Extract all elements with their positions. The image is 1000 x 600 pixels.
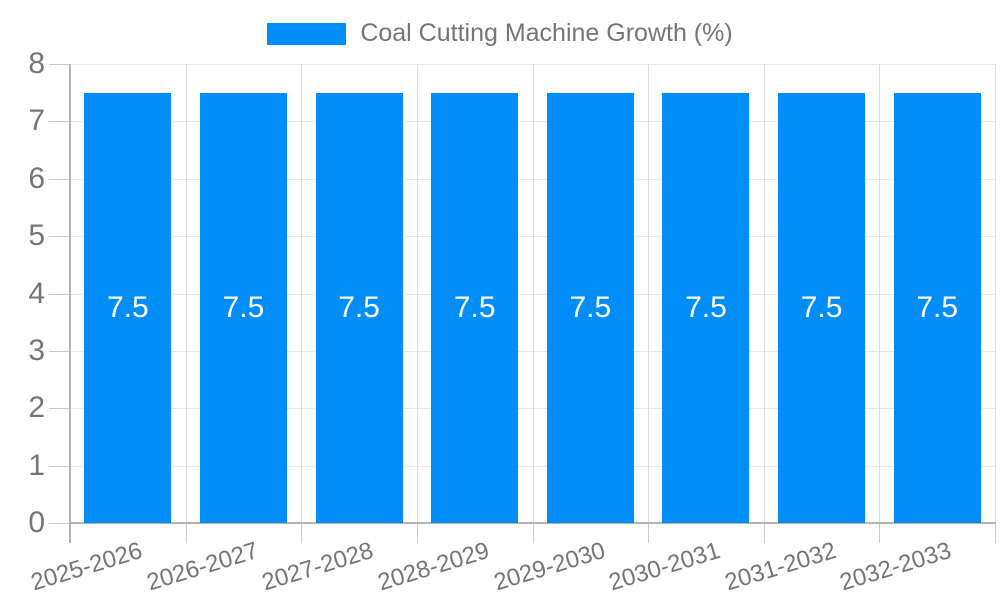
y-axis-label: 1 xyxy=(28,448,45,482)
bar-2026-2027[interactable] xyxy=(199,92,287,523)
bar-value-label: 7.5 xyxy=(916,290,959,324)
y-axis-tick xyxy=(49,465,70,467)
bar-2025-2026[interactable] xyxy=(84,92,172,523)
x-axis-label: 2030-2031 xyxy=(605,537,724,597)
bar-value-label: 7.5 xyxy=(338,290,380,324)
bar-value-label: 7.5 xyxy=(569,290,612,324)
y-axis-tick xyxy=(49,236,70,238)
y-axis-label: 4 xyxy=(28,276,45,310)
v-gridline xyxy=(301,64,303,523)
y-axis-label: 6 xyxy=(28,161,45,195)
legend-swatch-icon xyxy=(267,22,347,45)
y-axis-tick xyxy=(49,121,70,123)
x-axis-label: 2027-2028 xyxy=(259,537,377,597)
x-axis-tick xyxy=(879,523,881,543)
x-axis-tick xyxy=(648,523,650,543)
y-axis-tick xyxy=(49,350,70,352)
v-gridline xyxy=(185,64,187,523)
y-axis-tick xyxy=(49,293,70,295)
x-axis-tick xyxy=(416,523,418,543)
x-axis-tick xyxy=(763,523,765,543)
v-gridline xyxy=(532,64,534,523)
bar-2032-2033[interactable] xyxy=(893,92,981,523)
v-gridline xyxy=(416,64,418,523)
bar-value-label: 7.5 xyxy=(106,290,149,324)
x-axis-line xyxy=(69,522,996,524)
y-axis-label: 3 xyxy=(28,333,45,367)
y-axis-label: 8 xyxy=(28,47,45,80)
x-axis-label: 2025-2026 xyxy=(27,537,146,597)
y-axis-label: 0 xyxy=(28,506,45,539)
x-axis-label: 2031-2032 xyxy=(721,537,840,597)
x-axis-tick xyxy=(185,523,187,543)
y-axis-label: 7 xyxy=(28,104,45,138)
bar-value-label: 7.5 xyxy=(685,290,727,324)
x-axis-tick xyxy=(301,523,303,543)
y-axis-label: 5 xyxy=(28,219,45,253)
x-axis-label: 2029-2030 xyxy=(490,537,608,597)
legend-label: Coal Cutting Machine Growth (%) xyxy=(360,19,733,47)
v-gridline xyxy=(879,64,881,523)
x-axis-label: 2028-2029 xyxy=(374,537,493,597)
x-axis-label: 2032-2033 xyxy=(837,537,955,597)
y-axis-tick xyxy=(49,523,70,524)
y-axis-label: 2 xyxy=(28,391,45,425)
bar-value-label: 7.5 xyxy=(800,290,843,324)
x-axis-label: 2026-2027 xyxy=(143,537,262,597)
bar-2029-2030[interactable] xyxy=(546,92,634,523)
v-gridline xyxy=(648,64,650,523)
bar-2027-2028[interactable] xyxy=(315,92,403,523)
x-axis-tick xyxy=(995,523,996,543)
bar-value-label: 7.5 xyxy=(453,290,496,324)
v-gridline xyxy=(995,64,996,523)
y-axis-tick xyxy=(49,408,70,410)
x-axis-tick xyxy=(532,523,534,543)
y-axis-tick xyxy=(49,178,70,180)
legend[interactable]: Coal Cutting Machine Growth (%) xyxy=(0,19,1000,48)
bar-2028-2029[interactable] xyxy=(431,92,519,523)
y-axis-tick xyxy=(49,64,70,65)
bar-value-label: 7.5 xyxy=(222,290,265,324)
v-gridline xyxy=(763,64,765,523)
bar-2030-2031[interactable] xyxy=(662,92,750,523)
y-axis-line xyxy=(69,64,71,543)
bar-2031-2032[interactable] xyxy=(778,92,866,523)
